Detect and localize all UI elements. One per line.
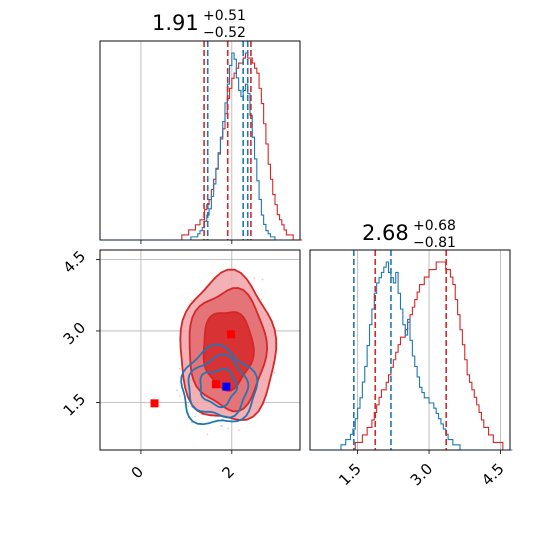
scatter-point (206, 433, 209, 436)
tick-label-joint-x-0: 0 (128, 463, 147, 482)
scatter-point (253, 277, 255, 280)
scatter-point (176, 389, 178, 392)
scatter-point (187, 405, 190, 407)
scatter-point (194, 415, 197, 418)
contour-blue-2 (180, 343, 259, 426)
title-param1-plus: +0.51 (203, 8, 246, 24)
scatter-point (273, 372, 276, 374)
tick-label-right-x-0: 1.5 (335, 460, 365, 490)
joint-panel (99, 249, 301, 451)
title-param1: 1.91 +0.51 −0.52 (152, 8, 246, 41)
marginal-param1-frame (99, 40, 301, 241)
scatter-point (220, 424, 222, 427)
scatter-point (190, 299, 193, 302)
tick-label-right-x-1: 3.0 (407, 460, 437, 490)
marginal-param2-border (309, 249, 511, 451)
tick-label-joint-x-1: 2 (219, 463, 238, 482)
marker-red-square-mid (211, 380, 220, 389)
tick-label-joint-y-2: 4.5 (60, 247, 90, 277)
tick-label-joint-y-1: 3.0 (60, 319, 90, 349)
scatter-point (227, 427, 230, 430)
scatter-point (221, 425, 224, 428)
title-param1-minus: −0.52 (203, 25, 246, 41)
title-param2-minus: −0.81 (413, 235, 456, 251)
scatter-point (178, 367, 181, 370)
scatter-point (237, 429, 240, 432)
param2-hist-red (310, 261, 510, 451)
scatter-point (260, 298, 263, 301)
scatter-point (179, 395, 181, 398)
marginal-param1-border (99, 40, 301, 241)
title-param1-main: 1.91 (152, 11, 199, 35)
marker-blue-square (222, 382, 231, 391)
marginal-param2-panel (309, 249, 513, 451)
marginal-param2-frame (309, 249, 511, 451)
marker-red-square-upper (226, 330, 235, 339)
marker-red-square-left (150, 399, 159, 408)
title-param2: 2.68 +0.68 −0.81 (362, 218, 456, 251)
tick-label-right-x-2: 4.5 (478, 460, 508, 490)
scatter-point (261, 278, 264, 281)
contour-blue-0 (199, 367, 239, 409)
title-param2-main: 2.68 (362, 221, 409, 245)
contour-blue-1 (187, 353, 250, 419)
joint-border (99, 249, 301, 451)
title-param2-plus: +0.68 (413, 218, 456, 234)
tick-label-joint-y-0: 1.5 (60, 390, 90, 420)
marginal-param1-panel (99, 40, 303, 241)
